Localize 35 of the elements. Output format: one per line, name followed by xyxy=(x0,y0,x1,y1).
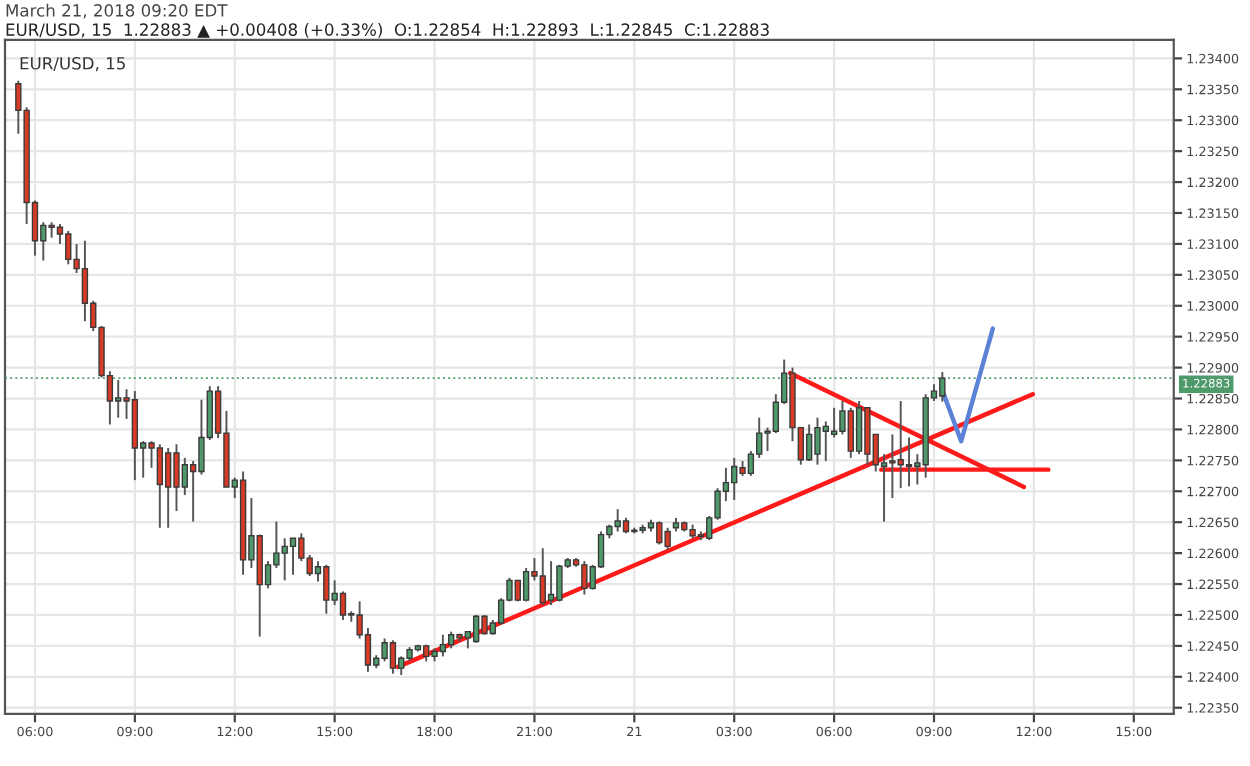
candlestick xyxy=(173,443,180,513)
candlestick xyxy=(855,400,863,456)
candlestick xyxy=(81,239,89,323)
candlestick xyxy=(339,590,347,621)
candlestick xyxy=(164,447,172,529)
candlestick xyxy=(156,443,164,529)
candlestick xyxy=(822,420,829,462)
candlestick xyxy=(805,423,813,462)
candlestick xyxy=(864,406,871,466)
candlestick xyxy=(389,639,397,675)
candlestick xyxy=(323,563,330,615)
chart-title: March 21, 2018 09:20 EDT xyxy=(6,3,228,19)
candlestick xyxy=(472,613,480,644)
candlestick xyxy=(289,537,297,576)
candlestick xyxy=(439,633,447,658)
candlestick xyxy=(905,436,913,488)
candlestick xyxy=(847,406,854,459)
candlestick xyxy=(614,508,621,533)
candlestick xyxy=(281,537,288,582)
candlestick xyxy=(889,433,896,500)
candlestick xyxy=(381,637,388,663)
candlestick xyxy=(664,526,671,551)
candlestick xyxy=(731,456,738,501)
candlestick xyxy=(539,547,546,607)
candlestick xyxy=(897,400,904,490)
candlestick xyxy=(198,398,205,476)
candlestick xyxy=(581,560,588,596)
candlestick xyxy=(481,613,488,636)
candlestick xyxy=(522,566,530,603)
annotation: EUR/USD, 15 xyxy=(20,56,125,72)
candlestick xyxy=(814,416,821,466)
candlestick xyxy=(547,560,555,607)
candlestick xyxy=(65,229,72,266)
chart-subtitle: EUR/USD, 15 1.22883 ▲ +0.00408 (+0.33%) O:1.22854 H:1.22893 L:1.22845 C:1.22883 xyxy=(6,23,769,38)
candlestick xyxy=(181,456,189,496)
